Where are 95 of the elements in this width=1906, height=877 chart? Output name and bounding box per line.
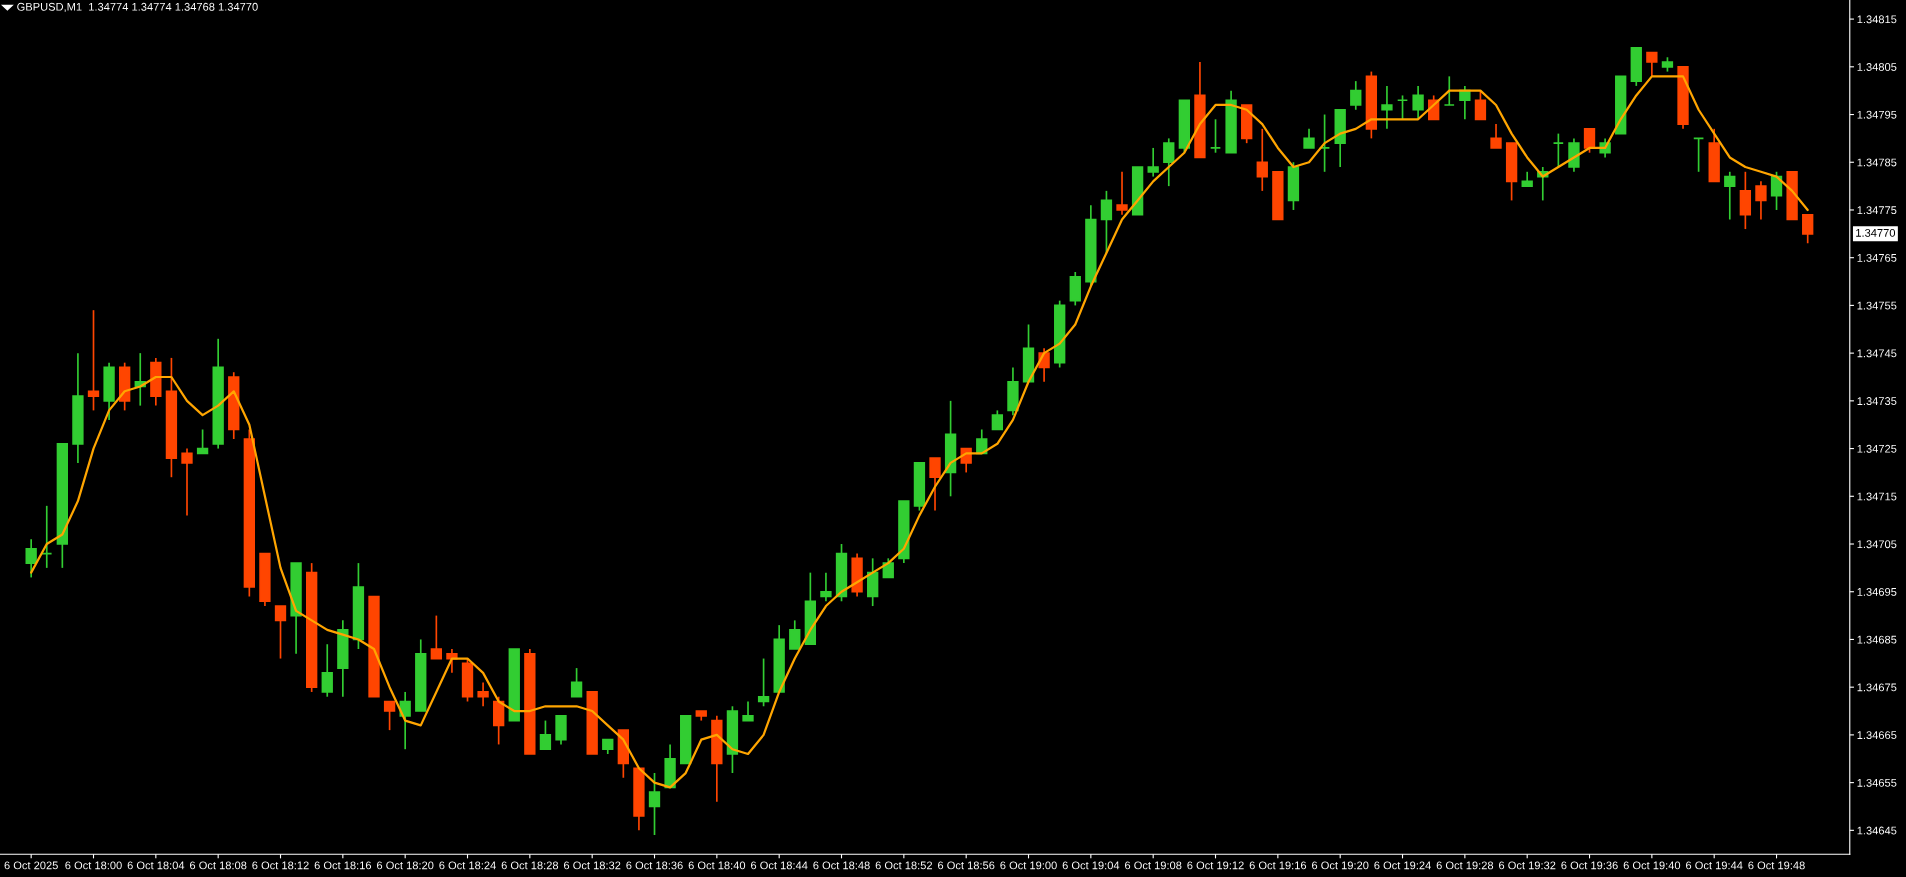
y-tick-label: 1.34795 <box>1857 110 1897 119</box>
y-tick-label: 1.34665 <box>1857 731 1897 740</box>
candlestick <box>555 714 567 746</box>
x-tick-label: 6 Oct 18:32 <box>564 861 621 870</box>
x-tick-label: 6 Oct 18:04 <box>127 861 185 870</box>
candlestick <box>1646 51 1658 78</box>
x-tick-label: 6 Oct 18:52 <box>875 861 933 870</box>
candlestick <box>1692 137 1705 173</box>
text: 1.34770 <box>1856 228 1896 237</box>
candlestick <box>1755 180 1767 221</box>
candlestick <box>1583 128 1596 154</box>
candlestick <box>539 719 552 751</box>
candlestick <box>1116 170 1128 216</box>
candlestick <box>1350 80 1362 111</box>
candlestick <box>1163 137 1175 187</box>
x-tick-label: 6 Oct 18:56 <box>938 861 995 870</box>
x-tick-label: 6 Oct 18:00 <box>65 861 122 870</box>
x-tick-label: 6 Oct 19:48 <box>1748 861 1805 870</box>
candlestick <box>570 667 583 698</box>
candlestick <box>929 457 941 512</box>
x-tick-label: 6 Oct 18:16 <box>314 861 372 870</box>
y-tick-label: 1.34725 <box>1857 444 1897 453</box>
candlestick <box>87 309 100 412</box>
candlestick <box>1209 118 1222 154</box>
x-tick-label: 6 Oct 19:04 <box>1062 861 1120 870</box>
x-tick-label: 6 Oct 19:28 <box>1436 861 1494 870</box>
y-tick-label: 1.34655 <box>1857 778 1897 787</box>
x-tick-label: 6 Oct 18:20 <box>377 861 434 870</box>
candlestick <box>820 571 832 603</box>
candlestick <box>41 505 53 569</box>
y-tick-label: 1.34685 <box>1857 635 1897 644</box>
candlestick <box>648 772 661 836</box>
candlestick <box>1739 170 1752 230</box>
candlestick <box>1412 85 1424 121</box>
y-tick-label: 1.34785 <box>1857 158 1897 167</box>
x-tick-label: 6 Oct 19:16 <box>1249 861 1307 870</box>
candlestick <box>742 700 754 722</box>
candlestick <box>1069 271 1081 307</box>
y-tick-label: 1.34645 <box>1857 826 1897 835</box>
candlestick <box>1147 147 1159 178</box>
y-tick-label: 1.34815 <box>1857 15 1897 24</box>
candlestick <box>274 605 287 660</box>
line-series <box>30 75 1809 789</box>
y-tick-label: 1.34745 <box>1857 349 1897 358</box>
x-tick-label: 6 Oct 2025 <box>4 861 58 870</box>
candlestick <box>321 643 333 698</box>
candlestick <box>1568 137 1580 173</box>
candlestick <box>493 695 505 746</box>
candlestick <box>1443 75 1455 106</box>
candlestick <box>1256 128 1268 192</box>
candlestick <box>1724 170 1736 221</box>
candlestick <box>1396 94 1409 121</box>
x-tick-label: 6 Oct 19:12 <box>1187 861 1244 870</box>
candlestick <box>1552 132 1565 168</box>
y-tick-label: 1.34695 <box>1857 588 1897 596</box>
candlestick <box>383 700 396 731</box>
y-tick-label: 1.34755 <box>1857 301 1897 310</box>
y-tick-label: 1.34675 <box>1857 683 1897 692</box>
x-tick-label: 6 Oct 18:48 <box>813 861 870 870</box>
y-tick-label: 1.34775 <box>1857 206 1897 215</box>
x-tick-label: 6 Oct 18:28 <box>501 861 559 870</box>
x-tick-label: 6 Oct 19:24 <box>1374 861 1431 870</box>
candlestick <box>196 428 209 455</box>
y-tick-label: 1.34735 <box>1857 397 1897 405</box>
x-tick-label: 6 Oct 19:36 <box>1561 861 1618 870</box>
candlestick <box>1474 89 1487 121</box>
candlestick <box>1381 85 1393 130</box>
candlestick <box>1490 123 1502 149</box>
x-tick-label: 6 Oct 19:20 <box>1312 861 1369 870</box>
x-tick-label: 6 Oct 18:24 <box>439 861 496 870</box>
chart-title: GBPUSD,M1 1.34774 1.34774 1.34768 1.34770 <box>17 2 258 13</box>
x-tick-label: 6 Oct 18:08 <box>190 861 247 870</box>
candlestick <box>867 557 879 607</box>
x-tick-label: 6 Oct 19:44 <box>1686 861 1743 870</box>
candlestick <box>25 538 37 579</box>
y-tick-label: 1.34765 <box>1857 253 1897 262</box>
x-tick-label: 6 Oct 19:32 <box>1499 861 1556 870</box>
y-tick-label: 1.34715 <box>1857 492 1897 501</box>
candlestick <box>1303 128 1315 149</box>
candlestick <box>430 614 443 660</box>
x-tick-label: 6 Oct 18:12 <box>252 861 309 870</box>
y-tick-label: 1.34805 <box>1857 63 1897 71</box>
y-tick-label: 1.34705 <box>1857 540 1897 549</box>
candlestick <box>477 681 489 708</box>
candlestick <box>757 657 770 708</box>
x-tick-label: 6 Oct 19:40 <box>1623 861 1681 870</box>
candlestick <box>181 447 193 517</box>
candlestick <box>789 619 801 650</box>
x-tick-label: 6 Oct 18:36 <box>626 861 683 870</box>
candlestick <box>1802 213 1814 245</box>
x-tick-label: 6 Oct 18:44 <box>751 861 808 870</box>
x-tick-label: 6 Oct 19:00 <box>1000 861 1057 870</box>
candlestick <box>991 409 1004 431</box>
x-tick-label: 6 Oct 19:08 <box>1125 861 1182 870</box>
x-tick-label: 6 Oct 18:40 <box>688 861 746 870</box>
